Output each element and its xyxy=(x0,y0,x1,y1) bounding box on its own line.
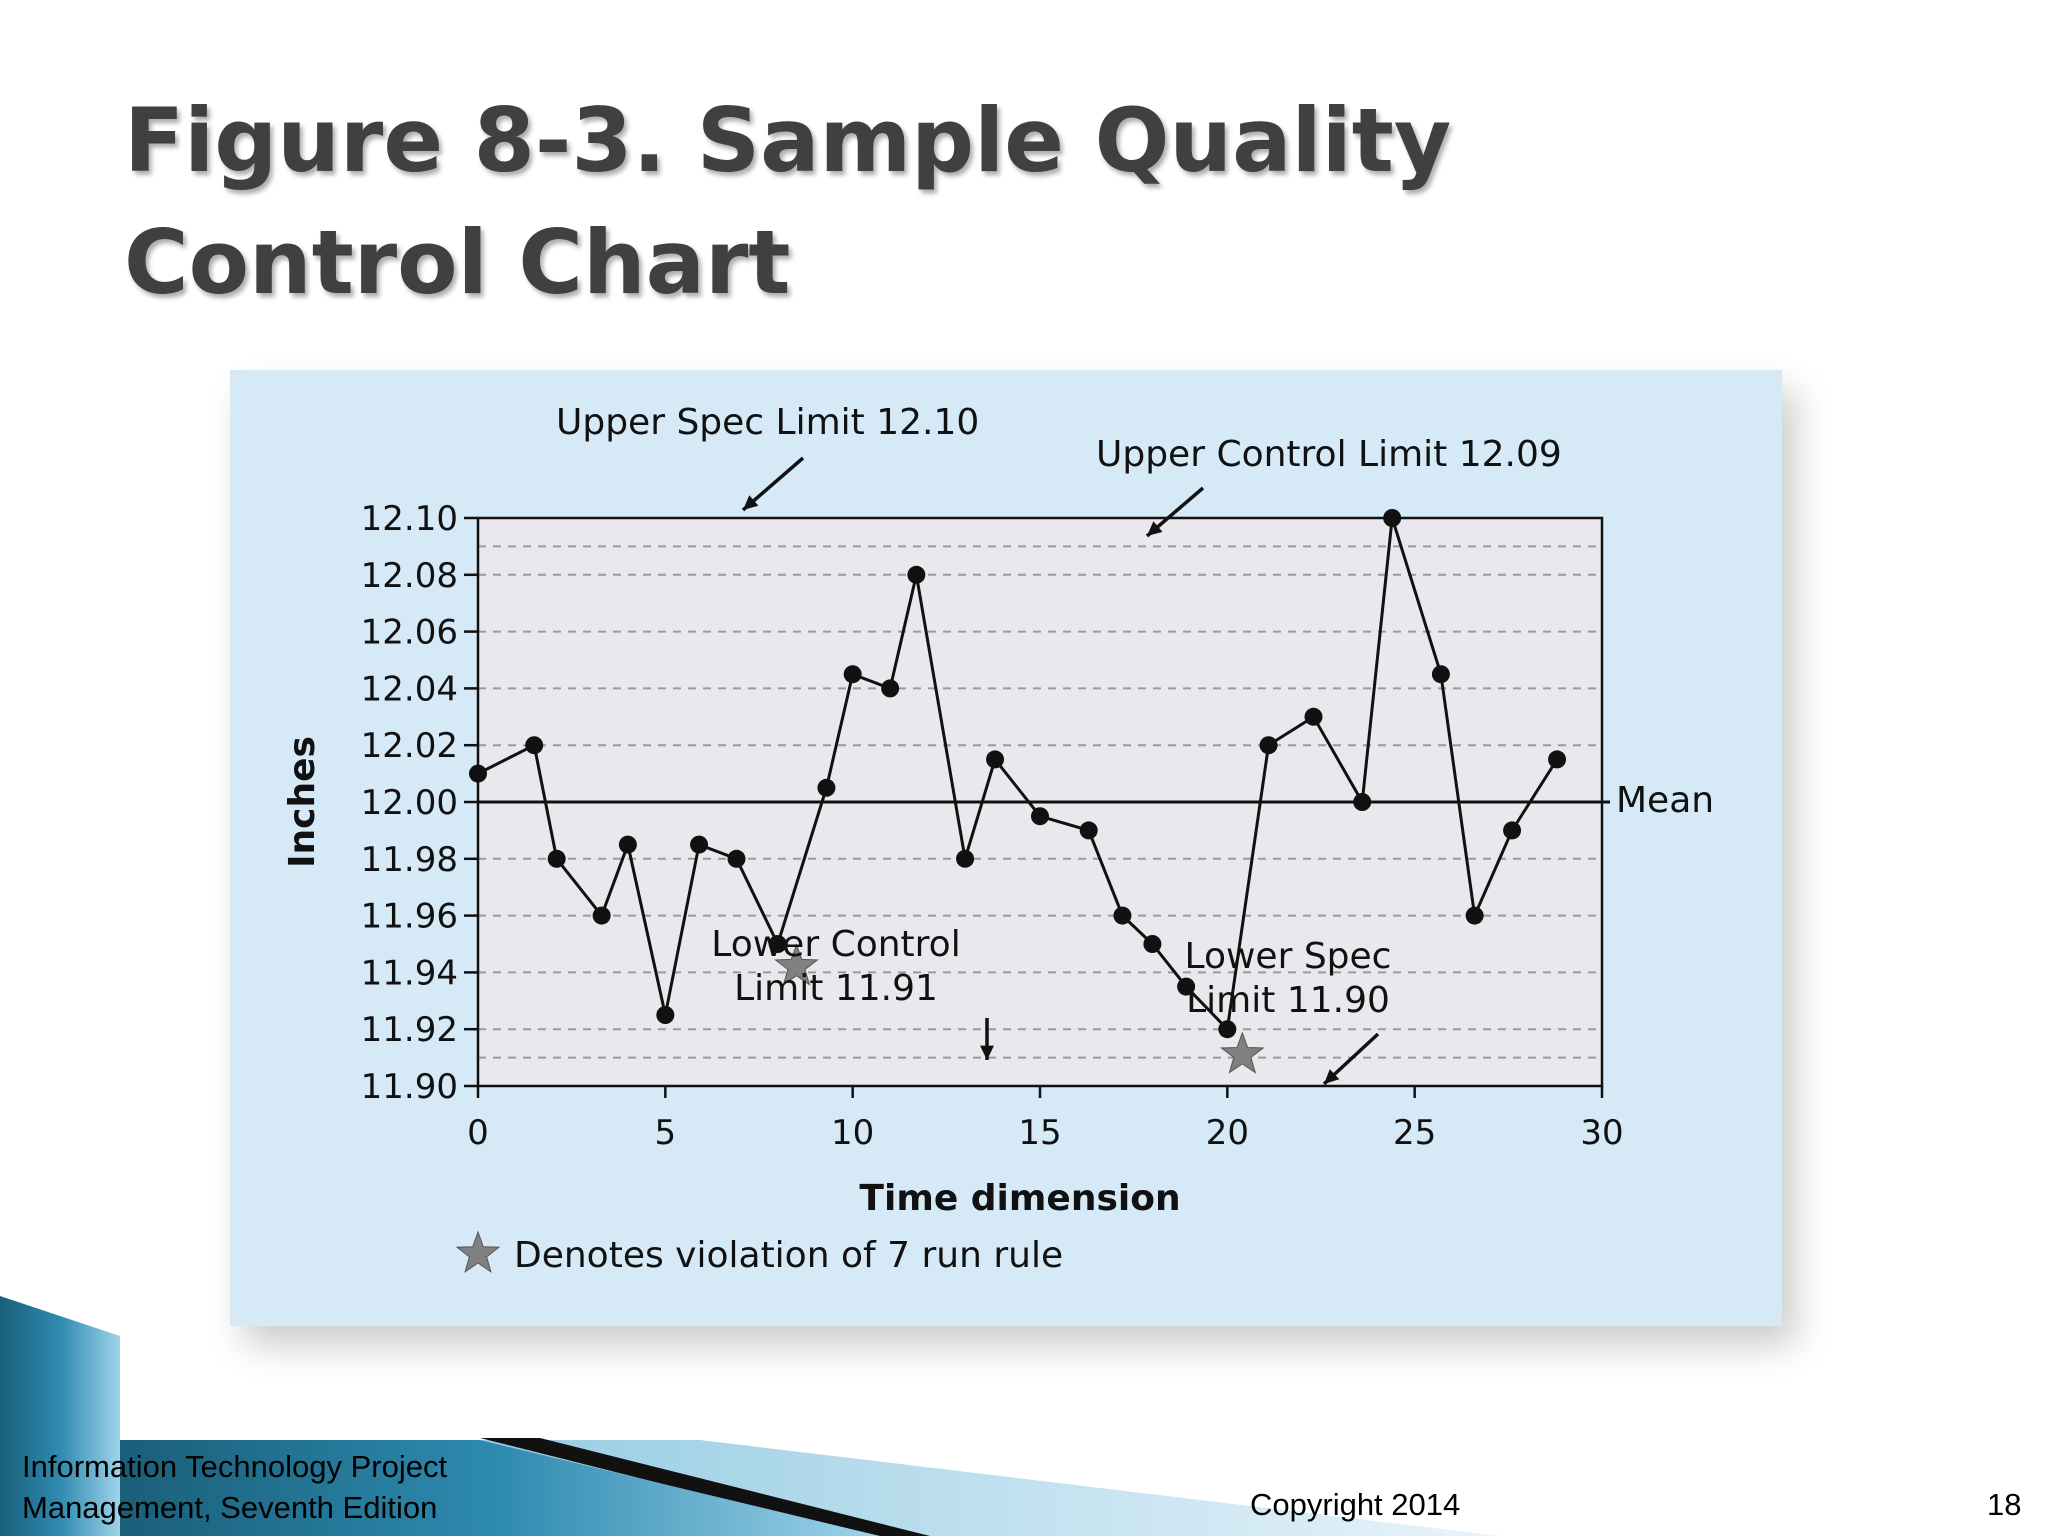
data-point xyxy=(547,849,566,868)
data-point xyxy=(469,764,487,783)
x-tick-label: 0 xyxy=(467,1113,489,1153)
ucl-arrow-head xyxy=(1147,521,1163,536)
y-tick-label: 12.02 xyxy=(361,726,458,766)
ucl-label: Upper Control Limit 12.09 xyxy=(1096,434,1562,475)
data-point xyxy=(1177,977,1196,996)
footer-book-title: Information Technology Project Managemen… xyxy=(22,1446,447,1528)
y-tick-label: 12.04 xyxy=(361,669,458,709)
usl-arrow-head xyxy=(743,495,759,510)
data-point xyxy=(1503,821,1522,840)
footer-line1: Information Technology Project xyxy=(22,1449,448,1484)
footer-copyright: Copyright 2014 xyxy=(1250,1487,1461,1522)
x-tick-label: 15 xyxy=(1018,1113,1061,1153)
data-point xyxy=(1353,793,1372,811)
data-point xyxy=(817,778,836,797)
y-tick-label: 12.00 xyxy=(361,783,458,823)
data-point xyxy=(986,750,1005,769)
data-point xyxy=(1383,509,1402,527)
footer-line2: Management, Seventh Edition xyxy=(22,1490,438,1525)
data-point xyxy=(1143,935,1162,953)
decor-band-black xyxy=(480,1438,930,1536)
lcl-arrow-head xyxy=(980,1045,994,1060)
slide-title: Figure 8-3. Sample Quality Control Chart xyxy=(124,80,1824,324)
mean-label: Mean xyxy=(1616,780,1714,821)
lsl-label-line1: Lower Spec xyxy=(1185,936,1392,977)
data-point xyxy=(768,935,787,953)
decor-band-dark-left xyxy=(0,1296,120,1536)
lsl-arrow-head xyxy=(1324,1069,1340,1084)
x-tick-label: 25 xyxy=(1393,1113,1436,1153)
y-tick-label: 11.98 xyxy=(361,840,458,880)
data-point xyxy=(1218,1020,1237,1039)
slide-title-line1: Figure 8-3. Sample Quality xyxy=(124,89,1452,192)
data-point xyxy=(656,1006,675,1024)
x-tick-label: 20 xyxy=(1206,1113,1249,1153)
violation-star-icon xyxy=(1219,1031,1265,1074)
data-point xyxy=(1304,707,1323,726)
y-tick-label: 11.96 xyxy=(361,897,458,937)
lcl-label-line1: Lower Control xyxy=(711,924,960,965)
data-point xyxy=(1465,906,1484,925)
data-point xyxy=(1548,750,1567,769)
y-tick-label: 11.94 xyxy=(361,953,458,993)
data-point xyxy=(525,736,544,755)
usl-label: Upper Spec Limit 12.10 xyxy=(556,402,979,443)
data-point xyxy=(1113,906,1132,925)
chart-panel: 12.10 12.08 12.06 12.04 12.02 12.00 11.98 11.96… xyxy=(230,370,1782,1326)
data-point xyxy=(1431,665,1450,684)
data-point xyxy=(618,835,637,854)
data-point xyxy=(881,679,900,698)
data-point xyxy=(956,849,975,868)
y-tick-label: 12.10 xyxy=(361,499,458,539)
y-tick-label: 12.06 xyxy=(361,613,458,653)
y-tick-label: 11.90 xyxy=(361,1067,458,1107)
violation-star-icon xyxy=(774,943,819,986)
data-point xyxy=(907,565,926,584)
y-tick-label: 11.92 xyxy=(361,1010,458,1050)
x-tick-label: 5 xyxy=(655,1113,677,1153)
data-point xyxy=(1259,736,1278,755)
quality-control-chart: 12.10 12.08 12.06 12.04 12.02 12.00 11.98 11.96… xyxy=(282,402,1714,1276)
x-axis-title: Time dimension xyxy=(859,1178,1180,1219)
data-point xyxy=(843,665,862,684)
slide-title-line2: Control Chart xyxy=(124,211,791,314)
legend-star-icon xyxy=(455,1230,501,1273)
y-axis-title: Inches xyxy=(282,736,323,868)
data-point xyxy=(690,835,709,854)
x-tick-label: 30 xyxy=(1580,1113,1623,1153)
data-point xyxy=(1079,821,1098,840)
x-tick-label: 10 xyxy=(831,1113,874,1153)
decor-band-mid xyxy=(120,1440,880,1536)
legend-text: Denotes violation of 7 run rule xyxy=(514,1235,1063,1276)
lsl-label-line2: Limit 11.90 xyxy=(1186,980,1390,1021)
data-point xyxy=(727,849,746,868)
y-tick-label: 12.08 xyxy=(361,556,458,596)
data-point xyxy=(1031,807,1049,826)
lcl-label-line2: Limit 11.91 xyxy=(734,968,938,1009)
page-number: 18 xyxy=(1987,1487,2022,1522)
data-point xyxy=(592,906,611,925)
